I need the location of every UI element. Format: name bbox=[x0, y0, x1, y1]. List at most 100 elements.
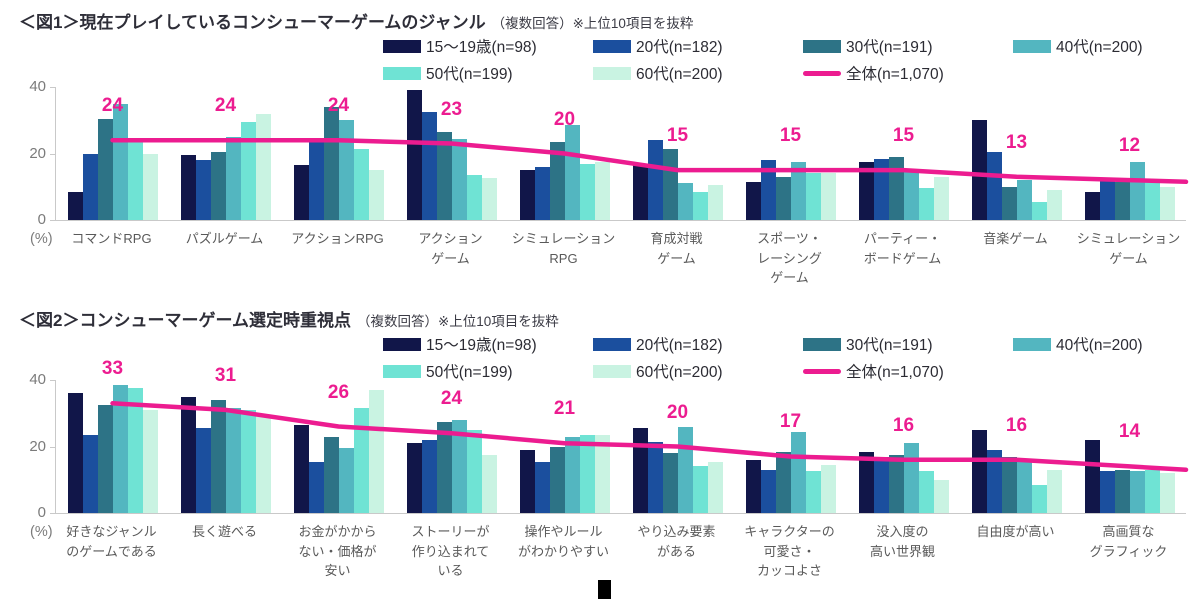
y-tick-40: 40 bbox=[29, 371, 46, 388]
total-value-label-cat8: 15 bbox=[892, 125, 915, 147]
bar-age20s-cat2 bbox=[195, 428, 211, 513]
bar-age50s-cat6 bbox=[692, 466, 708, 513]
bar-age50s-cat7 bbox=[805, 471, 821, 513]
bar-age15-19-cat10 bbox=[1084, 439, 1100, 513]
legend-item-age20s: 20代(n=182) bbox=[593, 35, 803, 57]
bar-age40s-cat5 bbox=[564, 436, 580, 513]
legend-label-total: 全体(n=1,070) bbox=[846, 364, 944, 381]
bar-age15-19-cat1 bbox=[67, 191, 83, 220]
bar-age20s-cat5 bbox=[534, 461, 550, 513]
bar-age60s-cat10 bbox=[1159, 186, 1175, 220]
bar-age60s-cat7 bbox=[820, 464, 836, 513]
legend-label-age20s: 20代(n=182) bbox=[636, 39, 723, 56]
bar-age30s-cat3 bbox=[323, 436, 339, 513]
x-label-cat4: ストーリーが 作り込まれて いる bbox=[411, 524, 490, 578]
y-tick-mark-0 bbox=[50, 220, 55, 221]
legend-label-age15-19: 15〜19歳(n=98) bbox=[426, 39, 537, 56]
bar-age30s-cat2 bbox=[210, 399, 226, 513]
legend-swatch-age60s bbox=[593, 364, 631, 378]
x-label-cat10: 高画質な グラフィック bbox=[1089, 524, 1168, 559]
bar-age40s-cat3 bbox=[338, 448, 354, 513]
bar-age60s-cat8 bbox=[933, 479, 949, 513]
bar-age60s-cat7 bbox=[820, 173, 836, 220]
total-value-label-cat4: 23 bbox=[440, 98, 463, 120]
bar-age40s-cat9 bbox=[1016, 180, 1032, 220]
bar-age60s-cat9 bbox=[1046, 469, 1062, 513]
total-value-label-cat10: 14 bbox=[1118, 421, 1141, 443]
legend-swatch-age30s bbox=[803, 337, 841, 351]
bar-age30s-cat7 bbox=[775, 451, 791, 513]
legend-swatch-age20s bbox=[593, 337, 631, 351]
bar-age40s-cat8 bbox=[903, 443, 919, 513]
figure2-x-axis-labels: 好きなジャンル のゲームである 長く遊べる お金がかから ない・価格が 安い ストーリ… bbox=[55, 522, 1185, 581]
bar-age15-19-cat8 bbox=[858, 451, 874, 513]
legend-swatch-age40s bbox=[1013, 39, 1051, 53]
total-value-label-cat2: 24 bbox=[214, 95, 237, 117]
total-value-label-cat9: 13 bbox=[1005, 131, 1028, 153]
bar-age50s-cat7 bbox=[805, 173, 821, 220]
total-value-label-cat1: 24 bbox=[101, 95, 124, 117]
bar-age50s-cat4 bbox=[466, 175, 482, 220]
x-label-cat1: 好きなジャンル のゲームである bbox=[66, 524, 157, 559]
bar-age40s-cat6 bbox=[677, 426, 693, 513]
bar-age20s-cat7 bbox=[760, 469, 776, 513]
total-value-label-cat5: 20 bbox=[553, 108, 576, 130]
bar-age40s-cat9 bbox=[1016, 461, 1032, 513]
bar-age20s-cat9 bbox=[986, 449, 1002, 513]
bar-age15-19-cat4 bbox=[406, 443, 422, 513]
bar-age15-19-cat6 bbox=[632, 428, 648, 513]
legend-label-age30s: 30代(n=191) bbox=[846, 337, 933, 354]
total-value-label-cat2: 31 bbox=[214, 364, 237, 386]
legend-swatch-total bbox=[803, 70, 841, 76]
legend-item-age50s: 50代(n=199) bbox=[383, 62, 593, 84]
bar-age50s-cat10 bbox=[1144, 181, 1160, 220]
legend-item-age15-19: 15〜19歳(n=98) bbox=[383, 333, 593, 355]
y-tick-mark-20 bbox=[50, 446, 55, 448]
x-label-cat10: シミュレーション ゲーム bbox=[1076, 231, 1181, 266]
y-tick-0: 0 bbox=[37, 211, 46, 228]
x-label-cat1: コマンドRPG bbox=[71, 231, 152, 246]
figure1-title-main: ＜図1＞現在プレイしているコンシューマーゲームのジャンル bbox=[19, 13, 486, 32]
bar-age50s-cat2 bbox=[240, 409, 256, 513]
x-label-cat2: パズルゲーム bbox=[185, 231, 264, 246]
bar-age20s-cat3 bbox=[308, 461, 324, 513]
bar-age60s-cat9 bbox=[1046, 190, 1062, 220]
bar-age40s-cat7 bbox=[790, 431, 806, 513]
bar-age15-19-cat1 bbox=[67, 393, 83, 513]
total-value-label-cat5: 21 bbox=[553, 398, 576, 420]
bar-age20s-cat1 bbox=[82, 434, 98, 513]
plot-area: 24 24 24 23 20 15 15 15 13 12 bbox=[55, 87, 1189, 221]
bar-age60s-cat2 bbox=[255, 414, 271, 513]
bar-age30s-cat5 bbox=[549, 446, 565, 513]
total-value-label-cat4: 24 bbox=[440, 388, 463, 410]
bar-age30s-cat6 bbox=[662, 453, 678, 513]
total-value-label-cat3: 26 bbox=[327, 381, 350, 403]
y-tick-0: 0 bbox=[37, 504, 46, 521]
bar-age50s-cat3 bbox=[353, 408, 369, 513]
bar-age40s-cat1 bbox=[112, 385, 128, 513]
bar-age15-19-cat5 bbox=[519, 449, 535, 513]
legend-swatch-age15-19 bbox=[383, 337, 421, 351]
bar-age50s-cat10 bbox=[1144, 469, 1160, 513]
legend-swatch-age50s bbox=[383, 364, 421, 378]
bar-age15-19-cat10 bbox=[1084, 191, 1100, 220]
bar-age30s-cat7 bbox=[775, 176, 791, 220]
x-label-cat6: 育成対戦 ゲーム bbox=[650, 231, 703, 266]
legend-label-age30s: 30代(n=191) bbox=[846, 39, 933, 56]
legend-label-age40s: 40代(n=200) bbox=[1056, 337, 1143, 354]
x-label-cat8: 没入度の 高い世界観 bbox=[869, 524, 935, 559]
x-label-cat8: パーティー・ ボードゲーム bbox=[863, 231, 942, 266]
bar-age60s-cat3 bbox=[368, 390, 384, 513]
x-label-cat3: お金がかから ない・価格が 安い bbox=[298, 524, 377, 578]
bar-age30s-cat1 bbox=[97, 404, 113, 513]
bar-age60s-cat1 bbox=[142, 409, 158, 513]
figure1-title-sub: （複数回答）※上位10項目を抜粋 bbox=[491, 16, 694, 31]
bar-age40s-cat2 bbox=[225, 408, 241, 513]
bar-age60s-cat4 bbox=[481, 178, 497, 220]
bar-age60s-cat10 bbox=[1159, 473, 1175, 513]
figure2-title-sub: （複数回答）※上位10項目を抜粋 bbox=[356, 314, 559, 329]
total-value-label-cat9: 16 bbox=[1005, 414, 1028, 436]
bar-age20s-cat10 bbox=[1099, 471, 1115, 513]
